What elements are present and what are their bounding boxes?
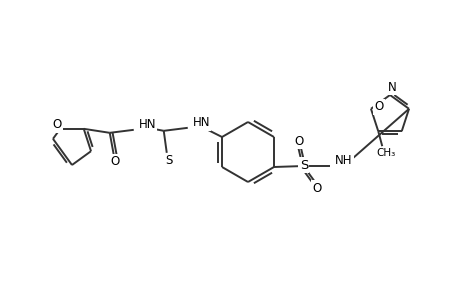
Text: N: N [387,80,396,94]
Text: S: S [299,158,308,172]
Text: HN: HN [192,116,210,129]
Text: HN: HN [139,118,156,131]
Text: NH: NH [334,154,352,166]
Text: O: O [110,155,119,168]
Text: O: O [52,118,62,131]
Text: CH₃: CH₃ [376,148,395,158]
Text: O: O [312,182,321,194]
Text: S: S [165,154,172,167]
Text: O: O [374,100,383,113]
Text: O: O [294,134,303,148]
